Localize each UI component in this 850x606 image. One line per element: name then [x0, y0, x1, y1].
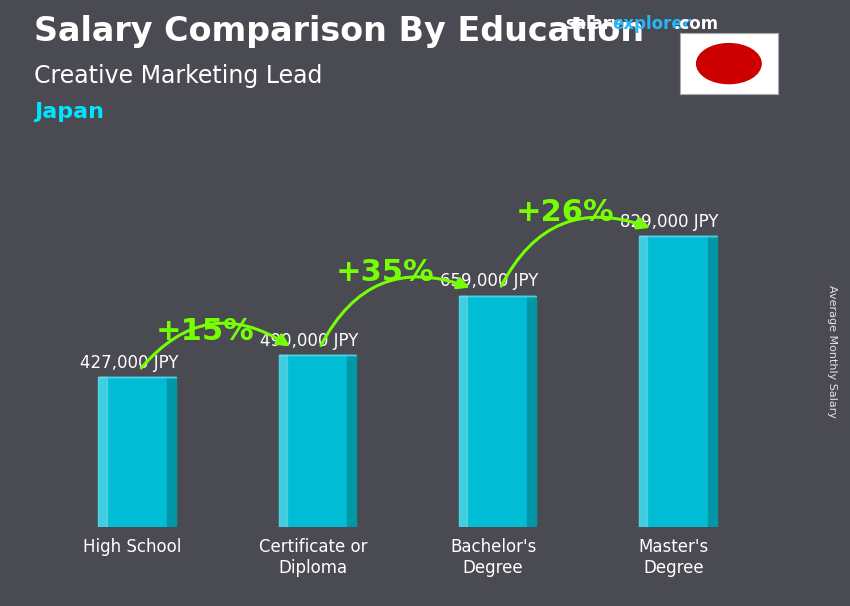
- Text: Creative Marketing Lead: Creative Marketing Lead: [34, 64, 322, 88]
- Bar: [459, 296, 527, 527]
- Text: 427,000 JPY: 427,000 JPY: [80, 354, 178, 372]
- Bar: [639, 236, 707, 527]
- Text: +35%: +35%: [336, 258, 434, 287]
- Text: 490,000 JPY: 490,000 JPY: [260, 331, 359, 350]
- Text: Average Monthly Salary: Average Monthly Salary: [827, 285, 837, 418]
- Polygon shape: [707, 236, 717, 527]
- Text: +15%: +15%: [156, 318, 254, 346]
- Bar: [99, 377, 167, 527]
- Bar: [99, 377, 106, 527]
- Text: +26%: +26%: [516, 198, 615, 227]
- Text: explorer: explorer: [612, 15, 691, 33]
- Polygon shape: [347, 355, 356, 527]
- Text: Japan: Japan: [34, 102, 104, 122]
- Text: 659,000 JPY: 659,000 JPY: [440, 272, 539, 290]
- Bar: [459, 296, 468, 527]
- Text: .com: .com: [673, 15, 718, 33]
- Bar: [639, 236, 648, 527]
- Text: Salary Comparison By Education: Salary Comparison By Education: [34, 15, 644, 48]
- Circle shape: [697, 44, 761, 84]
- Bar: [279, 355, 347, 527]
- Polygon shape: [167, 377, 176, 527]
- Polygon shape: [527, 296, 536, 527]
- Bar: [279, 355, 286, 527]
- Text: salary: salary: [565, 15, 622, 33]
- Text: 829,000 JPY: 829,000 JPY: [620, 213, 719, 230]
